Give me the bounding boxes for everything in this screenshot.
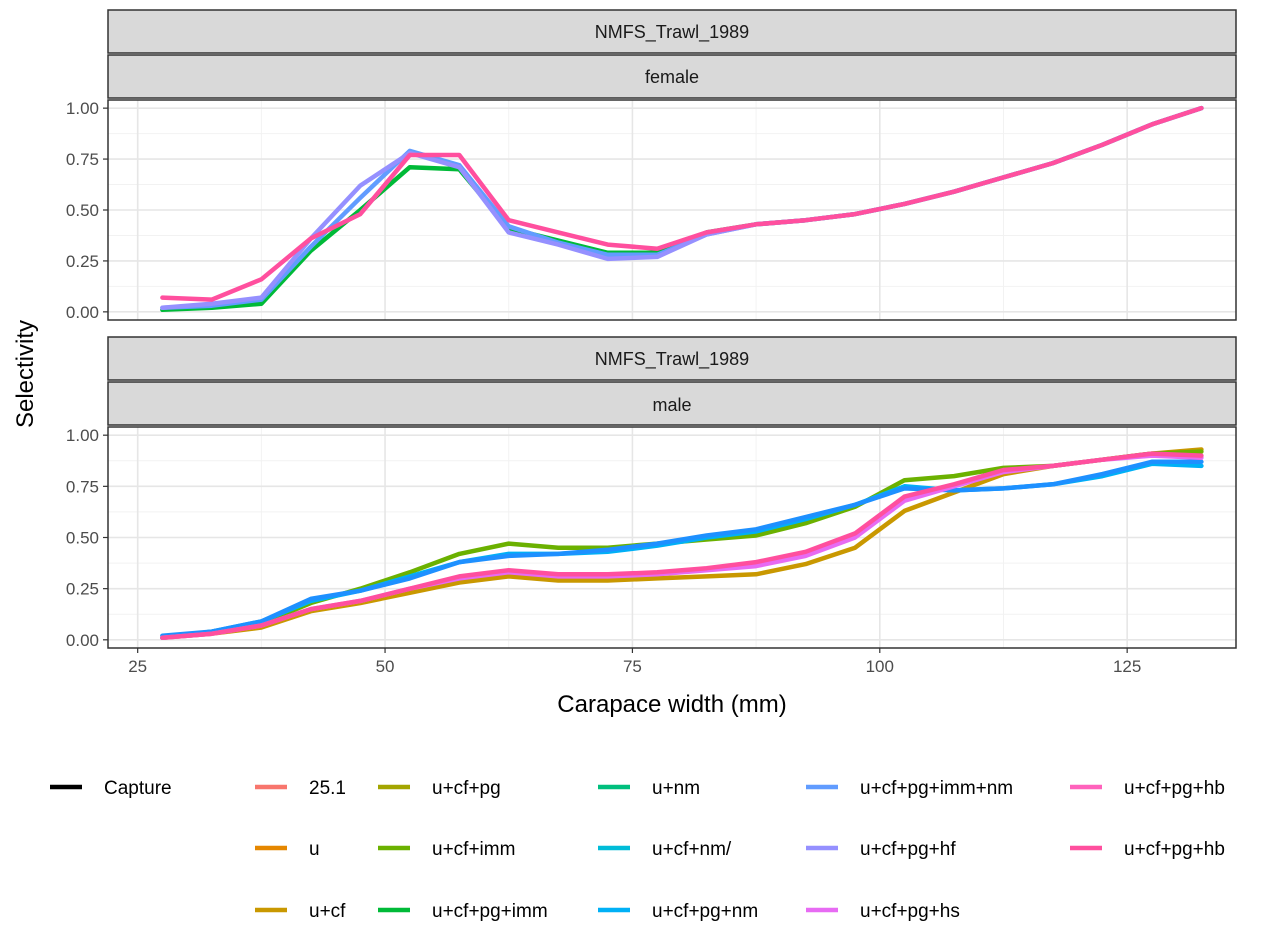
legend-label: Capture: [104, 778, 172, 799]
legend-label: u+cf+imm: [432, 839, 515, 860]
y-tick-label: 0.25: [66, 580, 99, 599]
series-line: [160, 451, 1204, 641]
y-tick-label: 0.75: [66, 477, 99, 496]
legend-label: u+cf: [309, 901, 346, 922]
y-tick-label: 1.00: [66, 426, 99, 445]
series-line: [160, 105, 1204, 302]
legend: Capture 25.1 u u+cf u+cf+pg u+cf+imm u+cf+pg+i…: [50, 778, 1225, 922]
x-tick-label: 25: [128, 657, 147, 676]
legend-label: u+cf+pg+nm: [652, 901, 758, 922]
legend-label: u+cf+nm/: [652, 839, 732, 860]
legend-label: u+cf+pg+hf: [860, 839, 956, 860]
x-axis-title: Carapace width (mm): [557, 691, 786, 718]
x-tick-label: 75: [623, 657, 642, 676]
legend-label: u+cf+pg+imm: [432, 901, 548, 922]
x-tick-label: 50: [376, 657, 395, 676]
legend-label: 25.1: [309, 778, 346, 799]
legend-label: u+cf+pg: [432, 778, 501, 799]
legend-label: u: [309, 839, 320, 860]
x-tick-label: 125: [1113, 657, 1141, 676]
strip-sex-male: [107, 381, 1237, 426]
series-line: [160, 459, 1204, 638]
panel-border: [107, 426, 1237, 649]
y-tick-label: 0.25: [66, 252, 99, 271]
panel-border: [107, 99, 1237, 321]
legend-label: u+cf+pg+hb: [1124, 839, 1225, 860]
x-axis: 25 50 75 100 125: [128, 648, 1141, 676]
strip-top-female-label: NMFS_Trawl_1989: [595, 22, 749, 43]
strip-sex-female-label: female: [645, 67, 699, 87]
strip-sex-female: [107, 54, 1237, 99]
legend-label: u+cf+pg+hb: [1124, 778, 1225, 799]
y-tick-label: 0.00: [66, 631, 99, 650]
strip-top-female: [107, 9, 1237, 54]
y-tick-label: 0.75: [66, 150, 99, 169]
y-tick-label: 0.00: [66, 303, 99, 322]
y-axis-title: Selectivity: [12, 320, 39, 428]
strip-top-male-label: NMFS_Trawl_1989: [595, 349, 749, 370]
legend-label: u+nm: [652, 778, 700, 799]
x-tick-label: 100: [866, 657, 894, 676]
y-tick-label: 0.50: [66, 529, 99, 548]
strip-sex-male-label: male: [652, 395, 691, 415]
panel-female: 0.00 0.25 0.50 0.75 1.00: [66, 99, 1237, 322]
panel-male: 0.00 0.25 0.50 0.75 1.00: [66, 426, 1237, 650]
strip-top-male: [107, 336, 1237, 381]
y-tick-label: 0.50: [66, 201, 99, 220]
legend-label: u+cf+pg+hs: [860, 901, 960, 922]
legend-label: u+cf+pg+imm+nm: [860, 778, 1013, 799]
y-tick-label: 1.00: [66, 99, 99, 118]
